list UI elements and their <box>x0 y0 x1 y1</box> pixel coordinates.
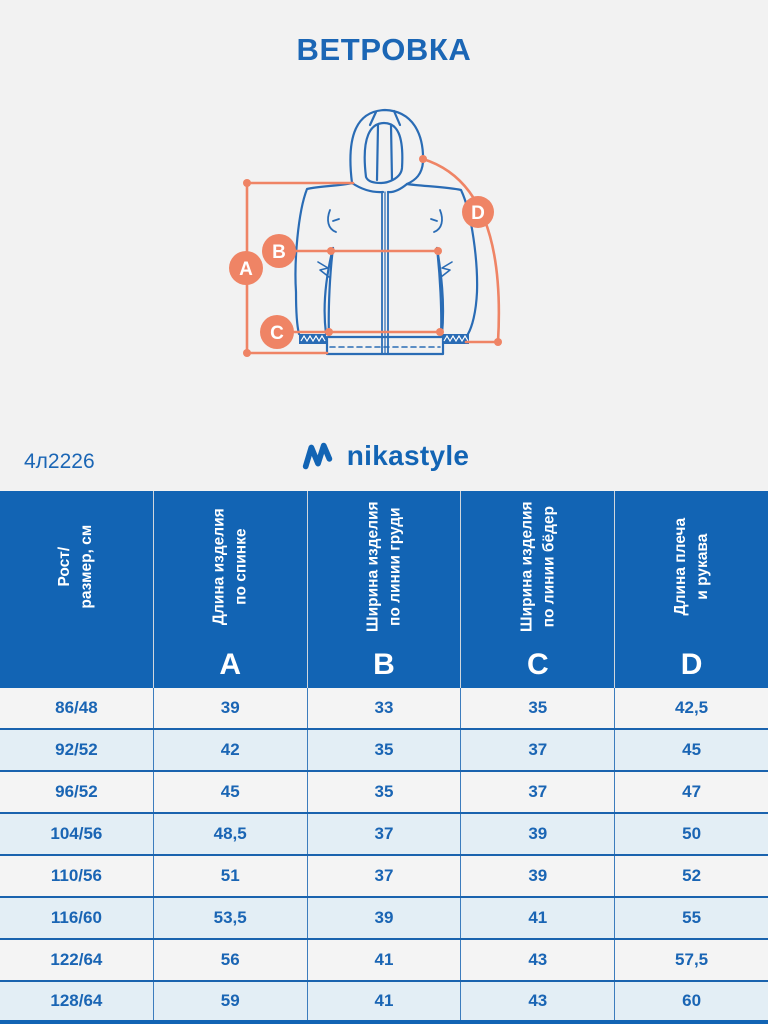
page-title: ВЕТРОВКА <box>296 32 472 67</box>
value-cell: 42,5 <box>614 688 768 728</box>
col-header-height-size: Рост/размер, см <box>0 491 153 688</box>
size-cell: 96/52 <box>55 782 98 801</box>
jacket-measurement-diagram: A B C D <box>0 90 768 390</box>
value-cell: 59 <box>152 982 307 1020</box>
col-header-sleeve-length: Длина плеча и рукава D <box>614 491 768 688</box>
label-d-badge <box>462 196 494 228</box>
value-cell: 60 <box>614 982 768 1020</box>
col-header-label: Длина плеча и рукава <box>671 517 711 616</box>
jacket-cuffs <box>299 334 469 344</box>
col-header-label: Ширина изделия по линии бёдер <box>518 501 557 632</box>
value-cell: 55 <box>614 898 768 938</box>
table-row: 110/56 51 37 39 52 <box>0 856 768 898</box>
value-cell: 41 <box>306 982 461 1020</box>
value-cell: 37 <box>306 856 461 896</box>
size-cell: 104/56 <box>50 824 103 843</box>
value-cell: 45 <box>152 772 307 812</box>
value-cell: 41 <box>306 940 461 980</box>
measurement-label-badges: A B C D <box>229 196 494 349</box>
table-row: 96/52 45 35 37 47 <box>0 772 768 814</box>
col-header-back-length: Длина изделия по спинке A <box>152 491 307 688</box>
col-header-letter: C <box>526 648 549 681</box>
size-cell: 116/60 <box>50 908 102 927</box>
col-header-hip-width: Ширина изделия по линии бёдер C <box>460 491 614 688</box>
table-header-row: Рост/размер, см Длина изделия по спинке A… <box>0 491 768 688</box>
label-a-badge <box>229 251 263 285</box>
size-cell: 110/56 <box>50 866 102 885</box>
product-code: 4л2226 <box>24 450 95 473</box>
value-cell: 57,5 <box>614 940 768 980</box>
value-cell: 37 <box>306 814 461 854</box>
table-row: 122/64 56 41 43 57,5 <box>0 940 768 982</box>
value-cell: 35 <box>460 688 614 728</box>
value-cell: 47 <box>614 772 768 812</box>
label-c-badge <box>260 315 294 349</box>
size-cell: 128/64 <box>50 991 103 1010</box>
col-header-letter: D <box>680 648 703 681</box>
label-a-text: A <box>239 259 253 280</box>
jacket-outline <box>294 108 479 356</box>
value-cell: 42 <box>152 730 307 770</box>
value-cell: 39 <box>152 688 307 728</box>
measurement-dots <box>243 155 502 357</box>
value-cell: 56 <box>152 940 307 980</box>
value-cell: 43 <box>460 982 614 1020</box>
col-header-letter: A <box>219 648 242 681</box>
value-cell: 48,5 <box>152 814 307 854</box>
value-cell: 37 <box>460 772 614 812</box>
value-cell: 52 <box>614 856 768 896</box>
jacket-diagram-svg: A B C D <box>229 108 502 357</box>
size-cell: 92/52 <box>55 740 98 759</box>
value-cell: 53,5 <box>152 898 307 938</box>
table-row: 86/48 39 33 35 42,5 <box>0 688 768 730</box>
value-cell: 39 <box>306 898 461 938</box>
label-b-badge <box>262 234 296 268</box>
col-header-label: Ширина изделия по линии груди <box>364 501 403 632</box>
value-cell: 37 <box>460 730 614 770</box>
table-row: 128/64 59 41 43 60 <box>0 982 768 1024</box>
value-cell: 33 <box>306 688 461 728</box>
table-row: 116/60 53,5 39 41 55 <box>0 898 768 940</box>
brand-logo: nikastyle <box>0 432 768 480</box>
value-cell: 35 <box>306 730 461 770</box>
col-header-chest-width: Ширина изделия по линии груди B <box>306 491 461 688</box>
label-b-text: B <box>272 242 286 263</box>
value-cell: 50 <box>614 814 768 854</box>
label-d-text: D <box>471 203 485 224</box>
value-cell: 39 <box>460 814 614 854</box>
value-cell: 41 <box>460 898 614 938</box>
brand-name: nikastyle <box>346 440 470 471</box>
table-row: 104/56 48,5 37 39 50 <box>0 814 768 856</box>
value-cell: 43 <box>460 940 614 980</box>
size-table: Рост/размер, см Длина изделия по спинке A… <box>0 491 768 1024</box>
col-header-letter: B <box>373 648 395 681</box>
size-cell: 122/64 <box>50 950 103 969</box>
label-c-text: C <box>270 323 284 344</box>
value-cell: 51 <box>152 856 307 896</box>
brand-logo-icon <box>302 442 332 470</box>
table-row: 92/52 42 35 37 45 <box>0 730 768 772</box>
col-header-label: Длина изделия по спинке <box>210 508 250 625</box>
col-header-label: Рост/размер, см <box>56 524 96 609</box>
value-cell: 35 <box>306 772 461 812</box>
value-cell: 39 <box>460 856 614 896</box>
size-cell: 86/48 <box>55 698 98 717</box>
value-cell: 45 <box>614 730 768 770</box>
